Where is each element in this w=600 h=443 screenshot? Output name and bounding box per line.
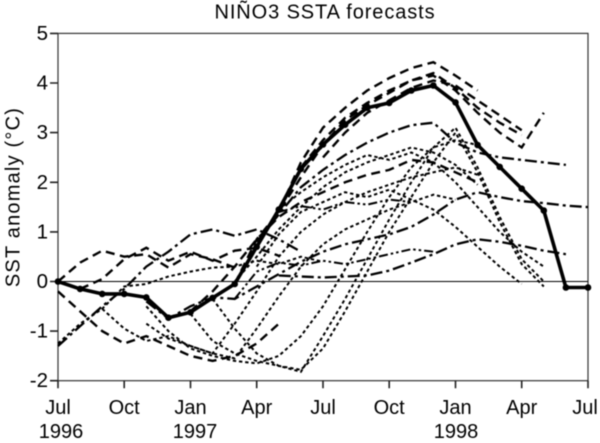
svg-text:3: 3 xyxy=(37,121,48,144)
svg-text:Oct: Oct xyxy=(374,397,406,419)
svg-text:Jul: Jul xyxy=(310,397,336,419)
svg-text:1: 1 xyxy=(37,220,48,243)
svg-text:0: 0 xyxy=(37,270,48,293)
svg-text:Jul: Jul xyxy=(45,397,71,419)
svg-text:-1: -1 xyxy=(30,320,48,343)
svg-text:-2: -2 xyxy=(30,369,48,392)
svg-text:Jul: Jul xyxy=(572,397,598,419)
svg-text:NIÑO3 SSTA forecasts: NIÑO3 SSTA forecasts xyxy=(214,0,435,24)
svg-text:1997: 1997 xyxy=(173,421,218,443)
svg-text:Oct: Oct xyxy=(109,397,141,419)
svg-text:5: 5 xyxy=(37,22,48,45)
svg-text:1998: 1998 xyxy=(434,421,479,443)
svg-text:2: 2 xyxy=(37,171,48,194)
svg-text:SST anomaly (°C): SST anomaly (°C) xyxy=(3,107,25,287)
svg-text:1996: 1996 xyxy=(39,421,84,443)
svg-text:Jan: Jan xyxy=(439,397,471,419)
svg-text:Apr: Apr xyxy=(241,397,272,419)
svg-text:4: 4 xyxy=(37,72,48,95)
svg-text:Apr: Apr xyxy=(506,397,537,419)
svg-text:Jan: Jan xyxy=(174,397,206,419)
